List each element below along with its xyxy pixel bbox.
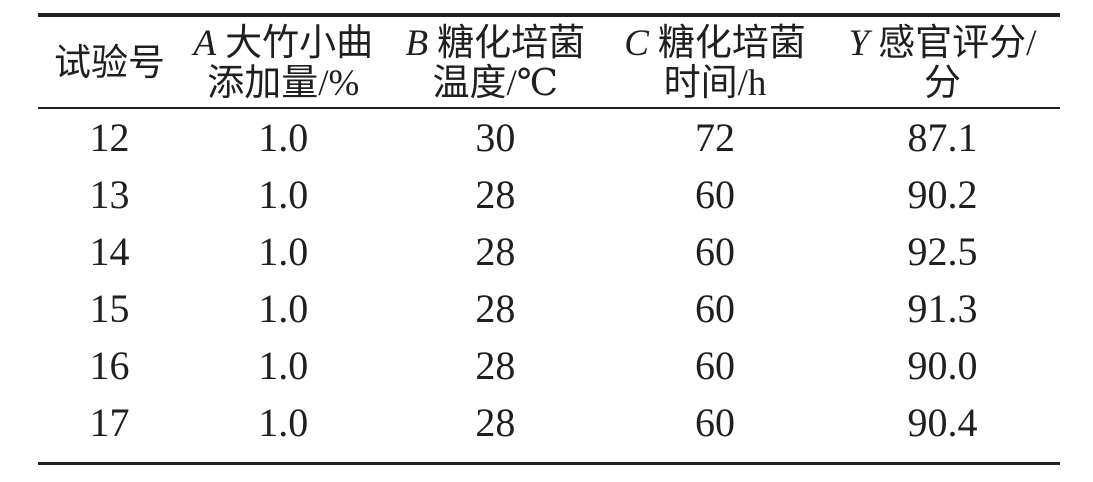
col-header-a-xiaoqu-addition: A 大竹小曲 添加量/% xyxy=(181,15,386,109)
col-header-line2: 添加量/% xyxy=(207,63,360,104)
cell-temperature: 28 xyxy=(475,399,516,445)
table-row: 13 1.0 28 60 90.2 xyxy=(38,166,1060,223)
col-header-c-time: C 糖化培菌 时间/h xyxy=(605,15,825,109)
cell-temperature: 28 xyxy=(475,342,516,388)
col-header-line2: 分 xyxy=(923,63,961,104)
col-variable-label: C xyxy=(624,23,649,64)
table-row: 16 1.0 28 60 90.0 xyxy=(38,337,1060,394)
cell-experiment-no: 16 xyxy=(89,342,130,388)
cell-score: 92.5 xyxy=(907,228,978,274)
cell-temperature: 28 xyxy=(475,285,516,331)
col-header-line2: 温度/℃ xyxy=(432,63,559,104)
cell-score: 91.3 xyxy=(907,285,978,331)
cell-time: 60 xyxy=(695,171,736,217)
cell-addition: 1.0 xyxy=(258,285,309,331)
cell-addition: 1.0 xyxy=(258,114,309,160)
cell-experiment-no: 17 xyxy=(89,399,130,445)
cell-score: 90.0 xyxy=(907,342,978,388)
cell-score: 90.2 xyxy=(907,171,978,217)
cell-temperature: 28 xyxy=(475,171,516,217)
cell-score: 87.1 xyxy=(907,114,978,160)
col-header-line1: 糖化培菌 xyxy=(437,23,586,64)
table-row: 14 1.0 28 60 92.5 xyxy=(38,223,1060,280)
cell-time: 72 xyxy=(695,114,736,160)
col-variable-label: B xyxy=(405,23,429,64)
cell-addition: 1.0 xyxy=(258,228,309,274)
col-header-experiment-no: 试验号 xyxy=(38,15,182,109)
cell-addition: 1.0 xyxy=(258,171,309,217)
cell-experiment-no: 14 xyxy=(89,228,130,274)
col-header-line1: 大竹小曲 xyxy=(225,23,374,64)
cell-addition: 1.0 xyxy=(258,399,309,445)
cell-addition: 1.0 xyxy=(258,342,309,388)
cell-experiment-no: 15 xyxy=(89,285,130,331)
table-row: 15 1.0 28 60 91.3 xyxy=(38,280,1060,337)
col-variable-label: Y xyxy=(848,23,870,64)
table-row: 12 1.0 30 72 87.1 xyxy=(38,108,1060,166)
table-body: 12 1.0 30 72 87.1 13 1.0 28 60 90.2 14 1… xyxy=(38,108,1060,464)
cell-time: 60 xyxy=(695,228,736,274)
cell-temperature: 28 xyxy=(475,228,516,274)
cell-time: 60 xyxy=(695,399,736,445)
col-header-y-sensory-score: Y 感官评分/ 分 xyxy=(824,15,1060,109)
cell-experiment-no: 13 xyxy=(89,171,130,217)
col-variable-label: A xyxy=(193,23,217,64)
cell-temperature: 30 xyxy=(475,114,516,160)
col-header-line2: 时间/h xyxy=(663,63,767,104)
cell-time: 60 xyxy=(695,285,736,331)
col-header-line1: 试验号 xyxy=(54,43,166,84)
table-row: 17 1.0 28 60 90.4 xyxy=(38,394,1060,464)
col-header-line1: 糖化培菌 xyxy=(657,23,806,64)
col-header-b-temperature: B 糖化培菌 温度/℃ xyxy=(385,15,606,109)
cell-experiment-no: 12 xyxy=(89,114,130,160)
cell-score: 90.4 xyxy=(907,399,978,445)
cell-time: 60 xyxy=(695,342,736,388)
col-header-line1: 感官评分/ xyxy=(878,23,1037,64)
